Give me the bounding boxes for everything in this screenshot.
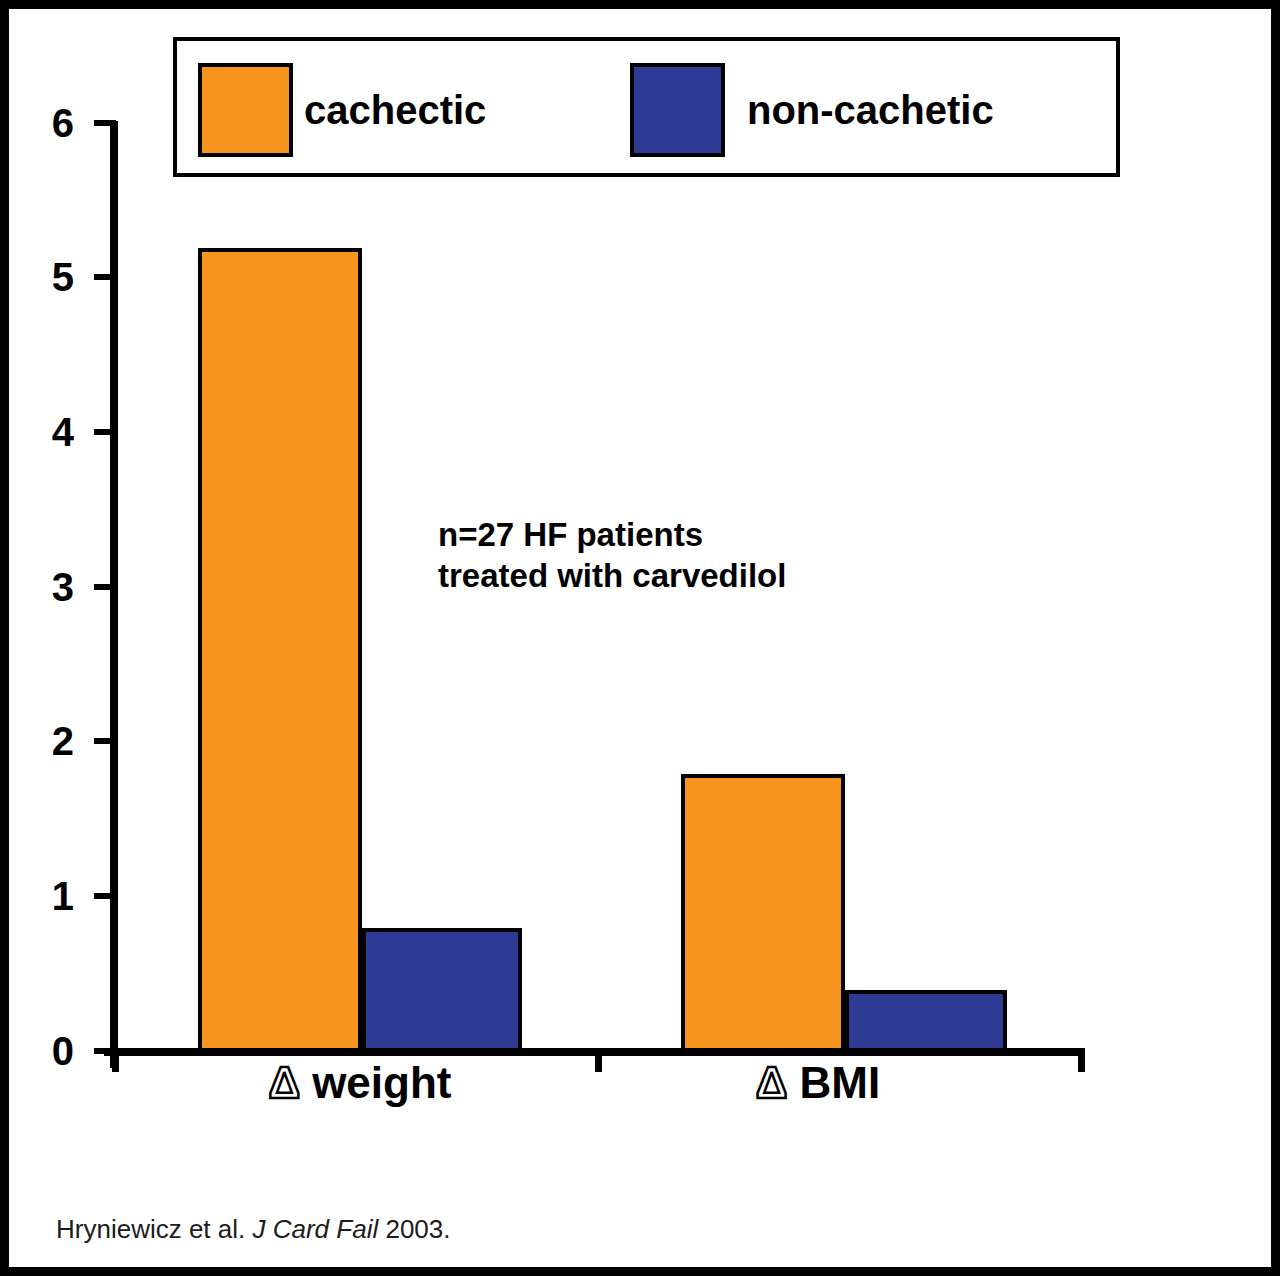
y-tick-label-0: 0: [14, 1027, 74, 1075]
y-tick-3: [94, 584, 116, 590]
x-tick-left: [112, 1048, 119, 1072]
y-tick-label-5: 5: [14, 253, 74, 301]
category-text-bmi: BMI: [799, 1058, 880, 1107]
citation-suffix: 2003.: [378, 1214, 450, 1244]
bar-bmi-cachectic: [681, 774, 845, 1052]
citation: Hryniewicz et al. J Card Fail 2003.: [56, 1214, 451, 1245]
legend-swatch-cachectic: [198, 63, 293, 157]
delta-symbol: Δ: [269, 1058, 313, 1107]
y-axis-line: [110, 121, 118, 1068]
x-category-label-bmi: ΔBMI: [658, 1058, 978, 1112]
y-tick-2: [94, 738, 116, 744]
legend-box: cachectic non-cachetic: [173, 37, 1120, 177]
x-tick-middle: [595, 1048, 602, 1072]
y-tick-1: [94, 893, 116, 899]
x-tick-right: [1078, 1048, 1085, 1072]
y-tick-4: [94, 429, 116, 435]
category-text-weight: weight: [312, 1058, 451, 1107]
y-tick-label-2: 2: [14, 717, 74, 765]
annotation-text: n=27 HF patients treated with carvedilol: [438, 514, 786, 596]
legend-label-cachectic: cachectic: [304, 63, 486, 157]
chart-canvas: cachectic non-cachetic 6 5 4 3 2 1 0 Δwe…: [0, 0, 1280, 1276]
y-tick-6: [94, 120, 116, 126]
bar-weight-cachectic: [198, 248, 362, 1052]
y-tick-5: [94, 274, 116, 280]
bar-weight-non-cachetic: [362, 928, 522, 1052]
outer-frame: [0, 0, 1280, 1276]
annotation-line-1: n=27 HF patients: [438, 514, 786, 555]
y-tick-label-3: 3: [14, 563, 74, 611]
legend-label-non-cachetic: non-cachetic: [747, 63, 994, 157]
citation-prefix: Hryniewicz et al.: [56, 1214, 253, 1244]
y-tick-label-4: 4: [14, 408, 74, 456]
citation-journal: J Card Fail: [253, 1214, 379, 1244]
y-tick-label-6: 6: [14, 99, 74, 147]
x-category-label-weight: Δweight: [200, 1058, 520, 1112]
bar-bmi-non-cachetic: [845, 990, 1007, 1052]
legend-swatch-non-cachetic: [630, 63, 725, 157]
annotation-line-2: treated with carvedilol: [438, 555, 786, 596]
y-tick-label-1: 1: [14, 872, 74, 920]
delta-symbol: Δ: [756, 1058, 800, 1107]
